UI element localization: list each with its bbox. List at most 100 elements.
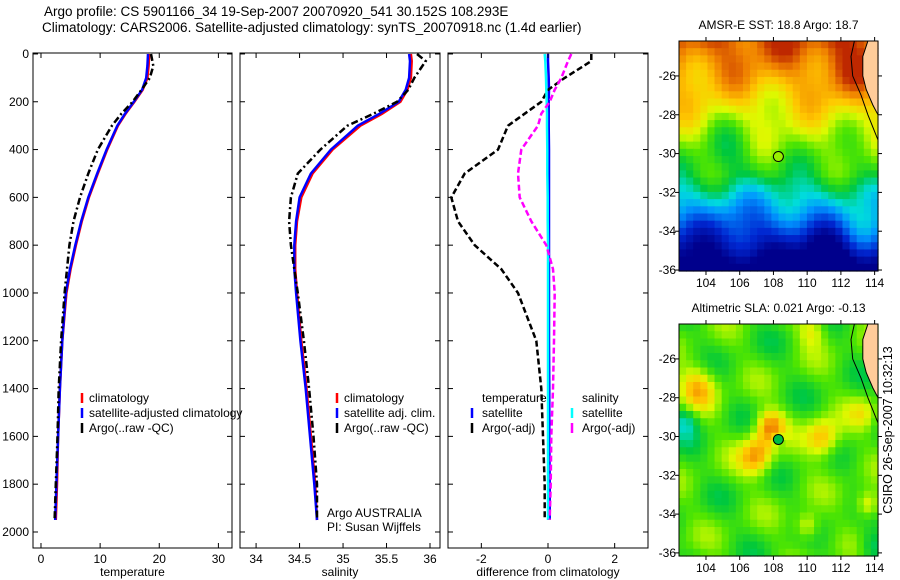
map-cell [686,242,694,251]
map-cell [750,541,758,550]
map-cell [728,120,737,128]
map-cell [835,411,844,419]
map-cell [835,345,844,354]
map-cell [821,76,829,85]
map-cell [750,490,758,499]
map-cell [835,220,844,229]
map-cell [806,141,815,150]
map-cell [750,220,758,229]
map-cell [814,76,822,85]
map-cell [771,256,780,265]
map-cell [828,199,836,207]
map-cell [842,498,851,506]
map-cell [799,374,808,383]
map-cell [686,512,694,521]
map-cell [693,425,701,434]
map-cell [735,69,744,78]
map-cell [679,447,687,456]
map-cell [799,76,808,85]
map-cell [870,418,879,427]
map-cell [707,249,716,258]
map-cell [764,163,772,171]
map-cell [792,440,801,448]
map-cell [735,134,744,143]
lon-tick-label: 114 [865,276,884,290]
map-cell [700,498,709,506]
map-cell [771,48,780,56]
map-cell [764,360,772,369]
map-cell [728,191,737,200]
map-cell [870,156,879,164]
map-cell [814,476,822,485]
bathymetry-contour [850,40,879,141]
map-cell [792,534,801,543]
map-cell [799,425,808,434]
map-cell [842,548,851,557]
map-cell [856,256,865,265]
map-cell [679,62,687,71]
map-cell [686,227,694,236]
map-cell [742,206,751,215]
map-cell [757,120,765,128]
map-cell [828,411,836,419]
x-tick-label: -2 [476,552,487,566]
map-cell [799,382,808,390]
map-cell [806,505,815,514]
map-cell [799,177,808,186]
map-cell [721,249,730,258]
map-cell [707,163,716,171]
map-cell [771,170,780,179]
map-cell [679,41,687,49]
map-cell [870,469,879,477]
map-cell [757,512,765,521]
map-cell [814,338,822,347]
map-cell [707,382,716,390]
map-cell [870,134,879,143]
map-cell [849,220,858,229]
map-cell [806,213,815,222]
map-cell [714,367,723,376]
map-cell [785,55,794,64]
map-cell [771,227,780,236]
map-cell [806,84,815,92]
map-cell [714,447,723,456]
map-cell [842,374,851,383]
x-tick-label: 0 [545,552,552,566]
map-cell [764,220,772,229]
map-cell [849,440,858,448]
map-cell [821,512,829,521]
map-cell [842,425,851,434]
series-line-satellite-adj-clim- [293,53,412,521]
lon-tick-label: 106 [730,276,750,290]
map-cell [849,98,858,107]
map-cell [821,345,829,354]
map-cell [870,425,879,434]
map-cell [863,170,872,179]
map-cell [849,249,858,258]
map-cell [814,331,822,340]
map-cell [757,220,765,229]
map-cell [764,403,772,412]
map-cell [764,389,772,398]
map-cell [714,498,723,506]
map-cell [849,55,858,64]
map-cell [707,490,716,499]
map-cell [693,527,701,535]
map-cell [721,227,730,236]
map-cell [799,389,808,398]
map-cell [742,461,751,470]
map-cell [693,447,701,456]
map-cell [863,227,872,236]
map-cell [856,447,865,456]
y-tick-label: 0 [22,47,29,61]
map-cell [764,505,772,514]
map-cell [742,256,751,265]
map-cell [679,498,687,506]
map-cell [693,134,701,143]
map-cell [700,519,709,528]
map-cell [856,454,865,463]
map-cell [721,476,730,485]
map-cell [842,345,851,354]
map-cell [728,55,737,64]
map-cell [835,242,844,251]
